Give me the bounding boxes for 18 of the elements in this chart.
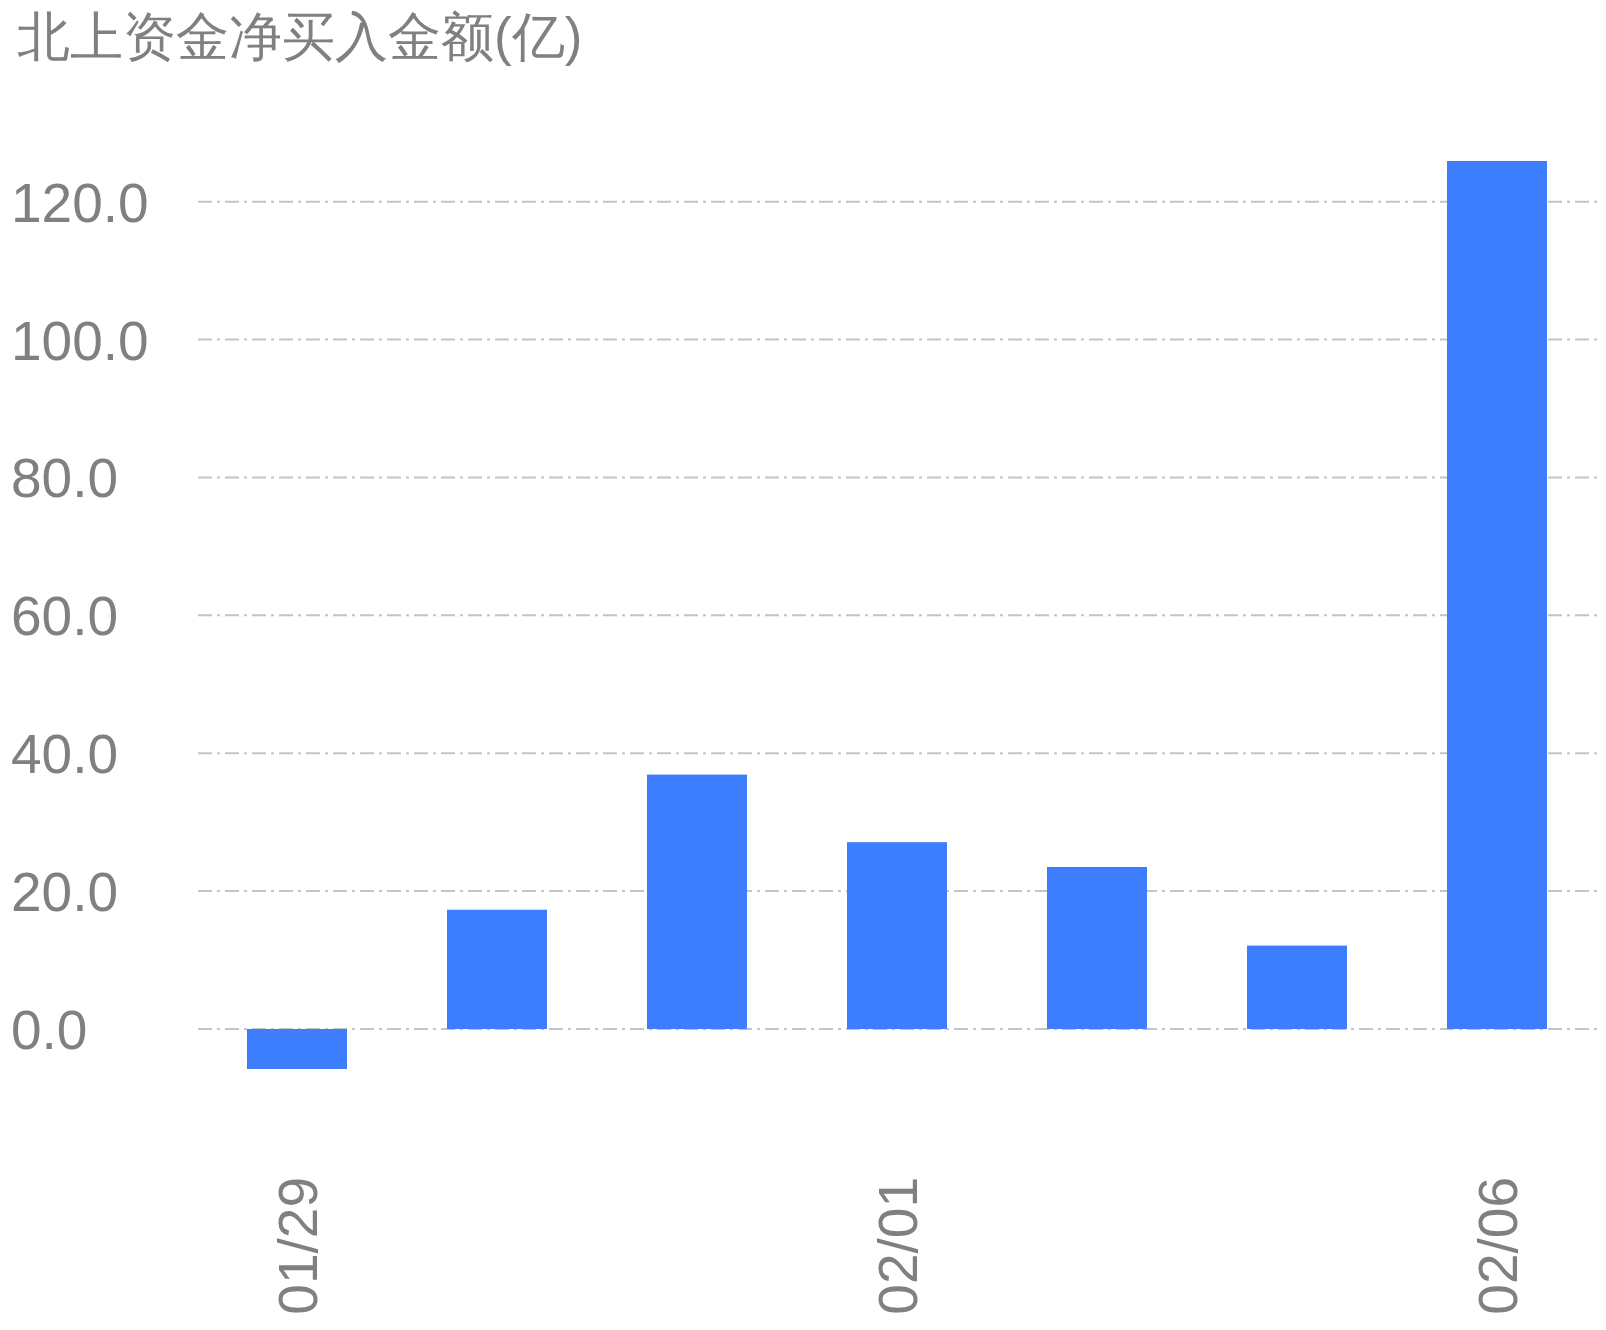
bar (1247, 945, 1347, 1030)
y-tick-label: 80.0 (11, 447, 119, 510)
bar (1447, 161, 1547, 1030)
chart-title: 北上资金净买入金额(亿) (17, 7, 583, 66)
bar (847, 842, 947, 1030)
y-tick-label: 40.0 (11, 723, 119, 786)
y-tick-label: 0.0 (11, 999, 88, 1062)
x-tick-label: 02/06 (1466, 1177, 1529, 1315)
bar (247, 1029, 347, 1069)
bar (1047, 866, 1147, 1030)
bar (447, 909, 547, 1030)
y-tick-label: 100.0 (11, 309, 149, 372)
x-tick-label: 01/29 (266, 1177, 329, 1315)
y-tick-label: 60.0 (11, 585, 119, 648)
y-tick-label: 120.0 (11, 171, 149, 234)
bar (647, 774, 747, 1030)
x-tick-label: 02/01 (866, 1177, 929, 1315)
y-tick-label: 20.0 (11, 861, 119, 924)
